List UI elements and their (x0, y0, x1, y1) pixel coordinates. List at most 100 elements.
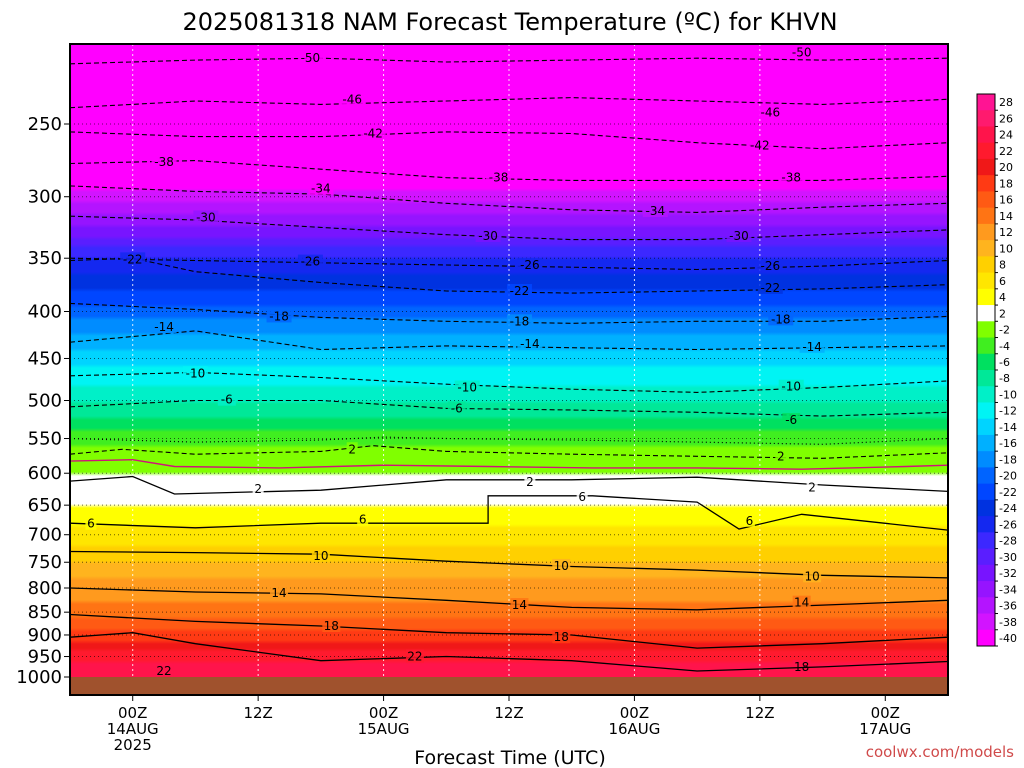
y-tick-label: 250 (28, 114, 62, 135)
contour-line-15 (70, 475, 948, 495)
x-tick-label: 00Z (369, 704, 398, 722)
x-tick-label: 15AUG (358, 720, 410, 738)
contour-label-bg (726, 228, 752, 242)
contour-label-bg (252, 481, 264, 495)
colorbar-swatch (977, 613, 995, 631)
contour-label: 2 (348, 442, 356, 456)
contour-label-bg (85, 516, 97, 530)
y-tick-label: 950 (28, 647, 62, 668)
contour-label-bg (475, 228, 501, 242)
contour-label-bg (517, 337, 543, 351)
contour-line-19 (70, 613, 948, 649)
contour-label: 18 (324, 619, 339, 633)
contour-label-bg (576, 490, 588, 504)
contour-line-11 (70, 399, 948, 417)
contour-label: -22 (761, 281, 781, 295)
colorbar-swatch (977, 629, 995, 647)
contour-label-bg (120, 252, 146, 266)
contour-line-16 (70, 495, 948, 531)
x-tick-label: 12Z (243, 704, 272, 722)
contour-label: 22 (407, 650, 422, 664)
y-tick-label: 800 (28, 578, 62, 599)
contour-label: -34 (646, 204, 666, 218)
credit-text: coolwx.com/models (866, 743, 1014, 761)
contour-line-4 (70, 185, 948, 213)
y-tick-label: 300 (28, 187, 62, 208)
x-axis-label: Forecast Time (UTC) (414, 747, 605, 768)
colorbar-swatch (977, 532, 995, 550)
colorbar-swatch (977, 564, 995, 582)
y-tick-label: 500 (28, 391, 62, 412)
colorbar-swatch (977, 516, 995, 533)
contour-label-bg (297, 51, 323, 65)
x-tick-label: 2025 (114, 736, 152, 754)
contour-line-9 (70, 330, 948, 351)
contour-label: -14 (154, 320, 174, 334)
contour-label-bg (346, 442, 358, 456)
contour-label-bg (266, 309, 292, 323)
contour-label-bg (405, 649, 424, 663)
colorbar-tick-label: -2 (999, 324, 1010, 337)
y-tick-label: 550 (28, 429, 62, 450)
contour-label-bg (524, 474, 536, 488)
contour-label-bg (182, 366, 208, 380)
contour-label-bg (339, 92, 365, 106)
colorbar-legend: 28 26 24 22 20 18 16 14 12 10 8 6 4 2 -2 -4 -6 -8 -10 -12 -1… (976, 93, 1017, 647)
colorbar-swatch (977, 272, 995, 290)
contour-label-bg (193, 210, 219, 224)
contour-label: 14 (512, 598, 527, 612)
contour-line-2 (70, 131, 948, 150)
contour-label-bg (757, 259, 783, 273)
contour-label-bg (806, 480, 818, 494)
contour-label: 2 (777, 449, 785, 463)
contour-line-14 (70, 458, 948, 470)
colorbar-tick-label: 26 (999, 112, 1013, 125)
colorbar-tick-label: 18 (999, 177, 1013, 190)
colorbar-swatch (977, 337, 995, 355)
contour-line-20 (70, 632, 948, 672)
contour-label-bg (789, 45, 815, 59)
colorbar-swatch (977, 256, 995, 274)
contour-label-bg (792, 659, 811, 673)
colorbar-tick-label: 6 (999, 275, 1006, 288)
colorbar-tick-label: 8 (999, 259, 1006, 272)
colorbar-swatch (977, 402, 995, 420)
y-axis: 2503003504004505005506006507007508008509… (16, 114, 70, 688)
colorbar-tick-label: 14 (999, 210, 1013, 223)
colorbar-swatch (977, 467, 995, 485)
contour-label: -30 (196, 210, 216, 224)
colorbar-swatch (977, 305, 995, 322)
y-tick-label: 850 (28, 602, 62, 623)
colorbar-swatch (977, 207, 995, 225)
colorbar-tick-label: -32 (999, 567, 1017, 580)
colorbar-swatch (977, 191, 995, 209)
colorbar-swatch (977, 223, 995, 241)
x-tick-label: 00Z (620, 704, 649, 722)
colorbar-swatch (977, 142, 995, 160)
colorbar-tick-label: -36 (999, 600, 1017, 613)
contour-label-bg (757, 105, 783, 119)
y-tick-label: 600 (28, 463, 62, 484)
contour-label: -18 (771, 312, 791, 326)
colorbar-tick-label: -22 (999, 486, 1017, 499)
contour-label: -38 (781, 171, 801, 185)
colorbar-swatch (977, 158, 995, 176)
contour-label: 2 (808, 481, 816, 495)
contour-label: -6 (451, 401, 463, 415)
contour-label: -46 (761, 106, 781, 120)
contour-label: 10 (554, 559, 569, 573)
contour-label-bg (151, 155, 177, 169)
x-tick-label: 17AUG (859, 720, 911, 738)
contour-label-bg (642, 204, 668, 218)
contour-label-bg (757, 280, 783, 294)
colorbar-tick-label: -38 (999, 616, 1017, 629)
contour-label: -22 (510, 284, 530, 298)
colorbar-tick-label: 20 (999, 161, 1013, 174)
contour-label: 10 (313, 549, 328, 563)
contour-label: 22 (156, 664, 171, 678)
contour-label-bg (552, 558, 571, 572)
colorbar-tick-label: 12 (999, 226, 1013, 239)
colorbar-tick-label: -30 (999, 551, 1017, 564)
